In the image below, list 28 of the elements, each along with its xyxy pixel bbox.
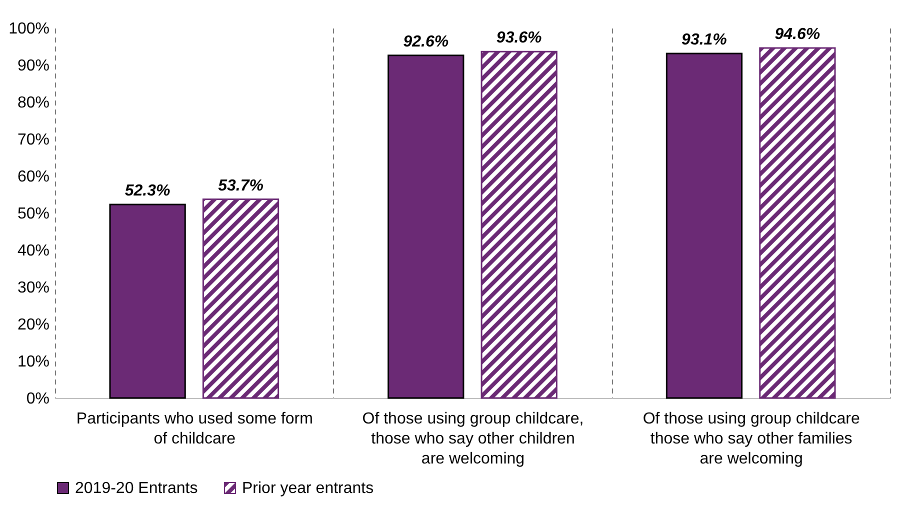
- y-tick-label: 30%: [17, 280, 50, 296]
- text: 92.6%: [403, 33, 449, 50]
- text: 93.6%: [496, 30, 542, 47]
- y-tick-label: 90%: [17, 58, 50, 74]
- y-tick-label: 60%: [17, 168, 50, 186]
- y-tick-label: 80%: [17, 94, 50, 112]
- text: 93.1%: [682, 32, 727, 49]
- text: 52.3%: [124, 182, 170, 200]
- x-tick-label: Of those using group childcare those who say other families are welcoming: [642, 410, 860, 468]
- bar: [109, 204, 186, 399]
- y-tick-label: 50%: [17, 206, 50, 222]
- bar: [202, 198, 280, 399]
- legend-label: 2019-20 Entrants: [75, 480, 198, 497]
- y-tick-label: 70%: [17, 132, 50, 148]
- y-tick-label: 100%: [8, 20, 50, 38]
- y-tick-label: 10%: [17, 354, 50, 370]
- bar: [480, 50, 558, 399]
- text: 94.6%: [774, 26, 820, 43]
- y-tick-label: 20%: [17, 316, 50, 334]
- y-tick-label: 0%: [26, 390, 50, 408]
- y-tick-label: 40%: [17, 242, 50, 260]
- text: 53.7%: [218, 177, 264, 194]
- bar: [388, 54, 464, 399]
- bar: [666, 52, 743, 399]
- bar: [759, 47, 836, 399]
- x-tick-label: Of those using group childcare, those who say other children are welcoming: [362, 410, 584, 468]
- x-tick-label: Participants who used some form of childcare: [76, 410, 313, 448]
- legend-label: Prior year entrants: [242, 480, 374, 497]
